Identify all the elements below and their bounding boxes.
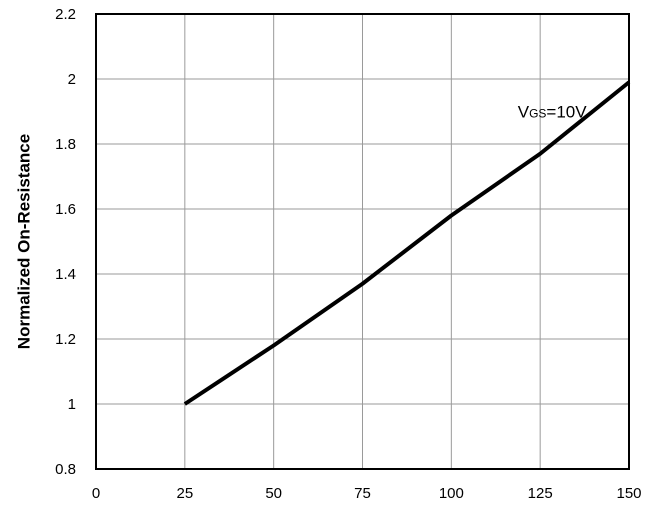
- y-tick-label: 1.2: [55, 331, 76, 348]
- y-tick-label: 1.4: [55, 266, 76, 283]
- y-tick-label: 1: [68, 396, 76, 413]
- series-line: [183, 80, 631, 406]
- x-tick-label: 50: [265, 485, 282, 502]
- annotations: VGS=10V: [518, 103, 588, 122]
- x-tick-labels: 0 25 50 75 100 125 150: [92, 485, 642, 502]
- y-axis-title: Normalized On-Resistance: [15, 134, 34, 349]
- y-tick-labels: 0.8 1 1.2 1.4 1.6 1.8 2 2.2: [55, 6, 76, 478]
- x-tick-label: 75: [354, 485, 371, 502]
- x-tick-label: 25: [176, 485, 193, 502]
- plot-frame: [95, 13, 630, 470]
- y-tick-label: 1.8: [55, 136, 76, 153]
- y-tick-label: 2: [68, 71, 76, 88]
- y-tick-label: 0.8: [55, 461, 76, 478]
- series-layer: [183, 80, 631, 406]
- x-tick-label: 150: [616, 485, 641, 502]
- y-tick-label: 1.6: [55, 201, 76, 218]
- vgs-annotation: VGS=10V: [518, 103, 588, 122]
- y-tick-label: 2.2: [55, 6, 76, 23]
- x-tick-label: 125: [528, 485, 553, 502]
- grid: [96, 14, 629, 469]
- x-tick-label: 100: [439, 485, 464, 502]
- x-tick-label: 0: [92, 485, 100, 502]
